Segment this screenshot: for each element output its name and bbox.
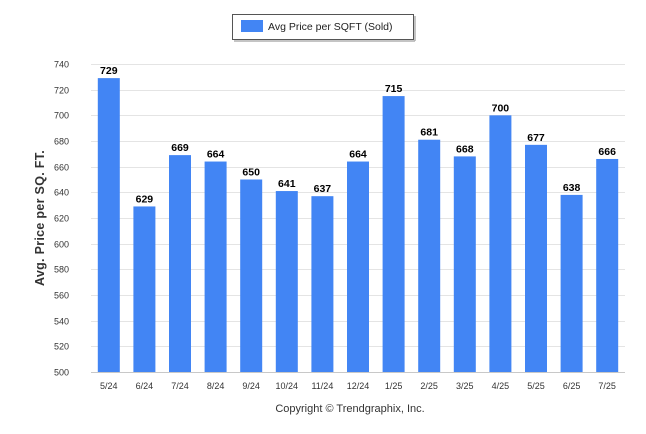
x-tick-label: 1/25 — [385, 381, 403, 391]
bar-value-label: 666 — [598, 146, 616, 158]
x-axis-ticks: 5/24 6/24 7/24 8/24 9/24 10/24 11/24 12/24 1/25 2… — [100, 381, 616, 391]
y-axis-ticks: 500 520 540 560 580 600 620 640 660 680 700 720 740 — [54, 60, 69, 378]
bar-value-label: 629 — [136, 193, 154, 205]
bar — [560, 194, 583, 372]
bar-value-label: 668 — [456, 143, 474, 155]
y-tick-label: 720 — [54, 86, 69, 96]
bar — [275, 191, 298, 372]
bar — [525, 144, 547, 372]
bar — [133, 206, 156, 372]
x-tick-label: 8/24 — [207, 381, 225, 391]
bar — [169, 155, 191, 372]
y-tick-label: 620 — [54, 214, 69, 224]
bar — [240, 179, 263, 372]
x-tick-label: 5/25 — [527, 381, 545, 391]
bar-value-label: 650 — [242, 167, 260, 179]
bar — [489, 115, 512, 372]
x-tick-label: 6/24 — [136, 381, 154, 391]
bar-value-label: 715 — [385, 83, 403, 95]
y-tick-label: 580 — [54, 265, 69, 275]
bar-value-label: 681 — [420, 127, 438, 139]
x-tick-label: 6/25 — [563, 381, 581, 391]
x-tick-label: 4/25 — [492, 381, 510, 391]
copyright-credit: Copyright © Trendgraphix, Inc. — [275, 403, 424, 415]
bar-value-label: 638 — [563, 182, 581, 194]
legend-label: Avg Price per SQFT (Sold) — [268, 21, 393, 33]
bar-value-label: 664 — [207, 149, 225, 161]
bar-value-label: 637 — [314, 183, 332, 195]
bar-value-label: 641 — [278, 178, 296, 190]
bar — [204, 161, 227, 372]
y-tick-label: 560 — [54, 291, 69, 301]
y-tick-label: 660 — [54, 163, 69, 173]
bar-value-label: 700 — [492, 102, 510, 114]
bar — [418, 139, 441, 372]
bars — [97, 78, 619, 372]
y-axis-label: Avg. Price per SQ. FT. — [33, 150, 47, 286]
y-tick-label: 680 — [54, 137, 69, 147]
y-tick-label: 540 — [54, 317, 69, 327]
bar-data-labels: 729 629 669 664 650 641 637 664 715 681 668 700 677 6… — [100, 65, 616, 205]
x-tick-label: 10/24 — [276, 381, 299, 391]
x-tick-label: 7/25 — [598, 381, 616, 391]
bar-value-label: 677 — [527, 132, 545, 144]
y-tick-label: 740 — [54, 60, 69, 70]
bar — [596, 158, 619, 372]
x-tick-label: 3/25 — [456, 381, 474, 391]
y-tick-label: 520 — [54, 342, 69, 352]
bar — [347, 161, 369, 372]
bar — [311, 196, 334, 372]
x-tick-label: 2/25 — [420, 381, 438, 391]
bar — [382, 96, 405, 372]
bar — [453, 156, 476, 372]
y-tick-label: 600 — [54, 240, 69, 250]
y-tick-label: 500 — [54, 368, 69, 378]
x-tick-label: 5/24 — [100, 381, 118, 391]
x-tick-label: 7/24 — [171, 381, 189, 391]
y-tick-label: 700 — [54, 111, 69, 121]
legend-swatch — [241, 20, 263, 32]
x-tick-label: 12/24 — [347, 381, 370, 391]
bar-value-label: 664 — [349, 149, 367, 161]
y-tick-label: 640 — [54, 188, 69, 198]
legend[interactable]: Avg Price per SQFT (Sold) — [232, 14, 416, 42]
bar — [97, 78, 120, 372]
x-tick-label: 9/24 — [242, 381, 260, 391]
bar-value-label: 729 — [100, 65, 118, 77]
x-tick-label: 11/24 — [311, 381, 333, 391]
bar-value-label: 669 — [171, 142, 189, 154]
